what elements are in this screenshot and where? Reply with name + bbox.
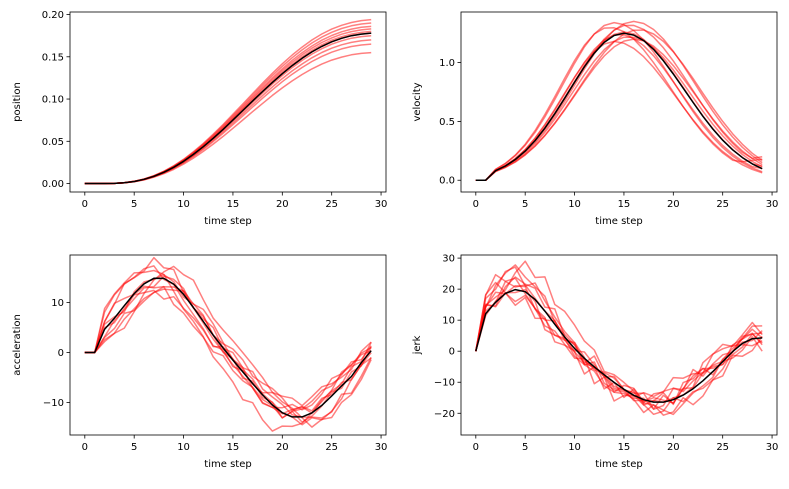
subplot-acceleration: 0 5 10 15 20 25 30 −10 0 10 time step acceleration [12,254,388,470]
velocity-xtick-label: 25 [716,199,729,210]
position-trace-0 [84,51,372,185]
position-trace-4 [84,32,372,185]
position-xtick-label: 10 [177,199,190,210]
velocity-xtick-label: 5 [522,199,528,210]
jerk-ytick-label: 10 [442,316,455,327]
position-ytick-label: 0.10 [42,95,64,106]
acceleration-trace-5 [84,269,372,432]
acceleration-ytick-label: 10 [51,298,64,309]
acceleration-xtick-label: 0 [82,442,88,453]
velocity-mean-line [475,32,763,181]
jerk-xtick-label: 30 [766,442,779,453]
velocity-ytick-label: 1.0 [439,58,455,69]
jerk-trace-7 [475,280,763,406]
velocity-xtick-label: 30 [766,199,779,210]
jerk-axes-frame [460,254,778,436]
acceleration-trace-8 [84,265,372,426]
jerk-trace-4 [475,264,763,411]
jerk-ytick-label: −20 [434,409,455,420]
jerk-ytick-label: 0 [449,347,455,358]
velocity-xtick-label: 10 [568,199,581,210]
jerk-xtick-label: 20 [667,442,680,453]
jerk-xtick-label: 0 [473,442,479,453]
acceleration-xtick-label: 10 [177,442,190,453]
position-mean-line [84,32,372,185]
acceleration-xlabel: time step [204,459,251,470]
velocity-xlabel: time step [595,216,642,227]
position-xtick-label: 20 [276,199,289,210]
acceleration-ytick-label: 0 [58,348,64,359]
jerk-ytick-label: 30 [442,254,455,265]
velocity-xtick-label: 20 [667,199,680,210]
position-xtick-label: 0 [82,199,88,210]
acceleration-axes-frame [69,254,387,436]
position-xtick-label: 5 [131,199,137,210]
jerk-trace-2 [475,276,763,416]
velocity-trace-5 [475,29,763,181]
position-trace-6 [84,28,372,185]
acceleration-trace-0 [84,289,372,407]
position-xtick-label: 15 [227,199,240,210]
subplot-position: 0 5 10 15 20 25 30 0.00 0.05 0.10 0.15 0.20 time ste… [12,10,387,227]
jerk-xtick-label: 25 [716,442,729,453]
position-trace-1 [84,43,372,185]
position-ytick-label: 0.05 [42,137,64,148]
velocity-axes-frame [460,11,778,193]
acceleration-trace-7 [84,285,372,415]
jerk-xtick-label: 15 [618,442,631,453]
acceleration-xtick-label: 5 [131,442,137,453]
acceleration-ytick-label: −10 [43,398,64,409]
jerk-xlabel: time step [595,459,642,470]
subplot-jerk: 0 5 10 15 20 25 30 −20 −10 0 10 20 30 time step jerk [412,254,778,470]
jerk-xtick-label: 5 [522,442,528,453]
position-trace-8 [84,22,372,185]
position-ylabel: position [12,82,23,122]
velocity-ytick-label: 0.5 [439,117,455,128]
acceleration-xtick-label: 20 [276,442,289,453]
velocity-xtick-label: 15 [618,199,631,210]
jerk-ylabel: jerk [412,335,423,355]
velocity-trace-2 [475,36,763,181]
position-axes-frame [69,11,387,193]
acceleration-xtick-label: 15 [227,442,240,453]
velocity-trace-8 [475,21,763,181]
velocity-ytick-label: 0.0 [439,176,455,187]
position-trace-3 [84,34,372,185]
acceleration-mean-line [84,277,372,418]
acceleration-trace-9 [84,275,372,411]
jerk-trace-8 [475,281,763,416]
jerk-trace-5 [475,260,763,416]
position-ytick-label: 0.00 [42,179,64,190]
position-xtick-label: 30 [375,199,388,210]
jerk-xtick-label: 10 [568,442,581,453]
jerk-trace-6 [475,292,763,398]
position-xlabel: time step [204,216,251,227]
jerk-mean-line [475,288,763,403]
subplot-velocity: 0 5 10 15 20 25 30 0.0 0.5 1.0 time step velocity [412,11,779,227]
position-ytick-label: 0.15 [42,52,64,63]
acceleration-xtick-label: 30 [375,442,388,453]
jerk-ytick-label: 20 [442,285,455,296]
velocity-xtick-label: 0 [473,199,479,210]
position-ytick-label: 0.20 [42,10,64,21]
acceleration-xtick-label: 25 [325,442,338,453]
jerk-ytick-label: −10 [434,378,455,389]
velocity-ylabel: velocity [412,82,423,121]
position-xtick-label: 25 [325,199,338,210]
acceleration-ylabel: acceleration [12,314,23,376]
jerk-trace-9 [475,266,763,404]
